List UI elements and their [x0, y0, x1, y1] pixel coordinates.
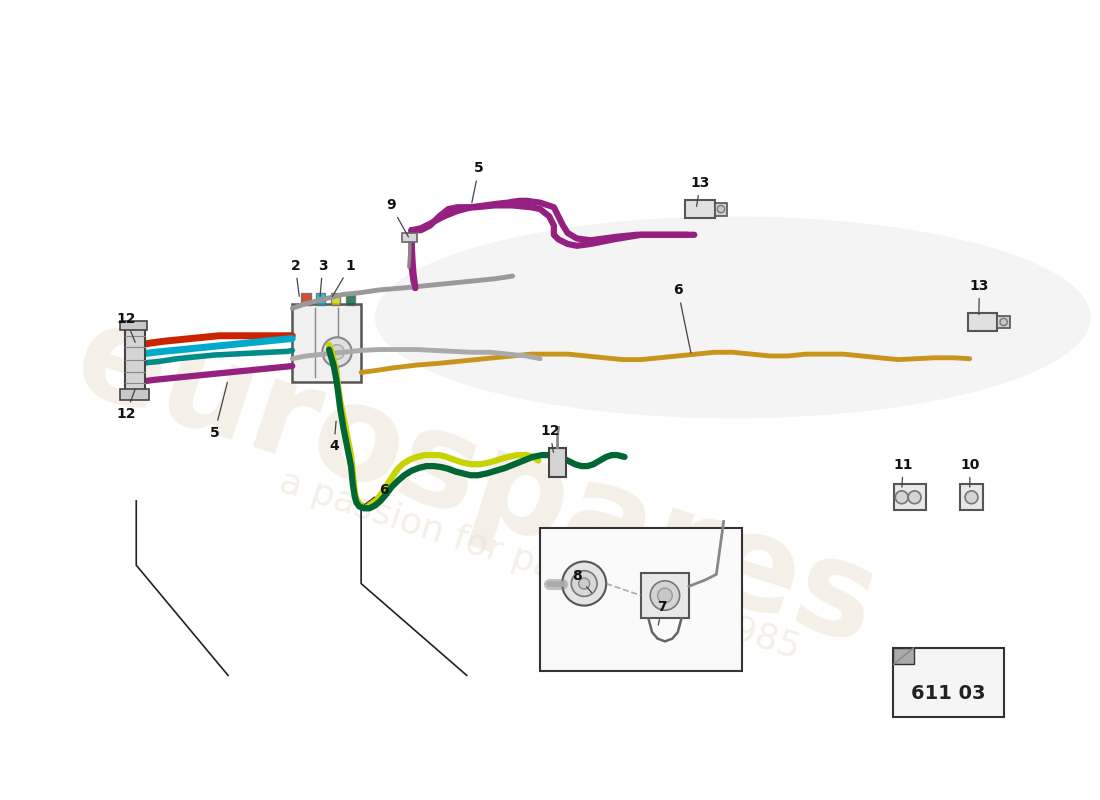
Bar	[125, 326, 145, 393]
Text: 12: 12	[117, 312, 135, 342]
Circle shape	[562, 562, 606, 606]
Bar	[960, 485, 982, 510]
Circle shape	[322, 338, 352, 366]
Circle shape	[965, 491, 978, 504]
Text: 4: 4	[329, 421, 339, 454]
Text: 11: 11	[893, 458, 913, 487]
Text: 6: 6	[673, 283, 691, 354]
Circle shape	[571, 570, 597, 597]
Text: 5: 5	[472, 162, 484, 202]
Bar	[998, 315, 1010, 329]
Text: 10: 10	[960, 458, 980, 487]
Bar	[540, 529, 743, 670]
Text: 2: 2	[290, 258, 300, 296]
Bar	[345, 293, 354, 306]
Bar	[893, 648, 1003, 717]
Bar	[403, 233, 417, 242]
Text: 611 03: 611 03	[911, 685, 986, 703]
Text: 1: 1	[332, 258, 355, 297]
Circle shape	[1000, 318, 1008, 326]
Text: 3: 3	[318, 258, 328, 296]
Ellipse shape	[375, 217, 1091, 418]
Bar	[715, 202, 727, 215]
Bar	[316, 293, 326, 306]
Text: 13: 13	[970, 279, 989, 314]
Bar	[894, 485, 925, 510]
Bar	[293, 304, 361, 382]
Bar	[331, 293, 340, 306]
Circle shape	[579, 578, 590, 589]
Circle shape	[658, 588, 672, 603]
Bar	[120, 389, 150, 400]
Text: 9: 9	[386, 198, 408, 237]
Text: 5: 5	[210, 382, 228, 440]
Text: eurospares: eurospares	[59, 294, 892, 672]
Text: 13: 13	[691, 176, 710, 206]
Polygon shape	[893, 648, 914, 664]
Bar	[685, 200, 715, 218]
Circle shape	[717, 206, 725, 213]
Circle shape	[909, 491, 921, 504]
Bar	[968, 313, 998, 331]
Text: a passion for parts since 1985: a passion for parts since 1985	[275, 465, 805, 666]
Text: 12: 12	[540, 424, 560, 452]
Text: 12: 12	[117, 389, 135, 422]
Circle shape	[330, 345, 344, 359]
Bar	[301, 293, 310, 306]
Circle shape	[650, 581, 680, 610]
Text: 6: 6	[364, 482, 389, 505]
Circle shape	[895, 491, 909, 504]
Text: 7: 7	[658, 600, 668, 625]
Bar	[549, 448, 565, 477]
Bar	[641, 573, 689, 618]
Text: 8: 8	[572, 569, 592, 593]
Bar	[120, 321, 147, 330]
